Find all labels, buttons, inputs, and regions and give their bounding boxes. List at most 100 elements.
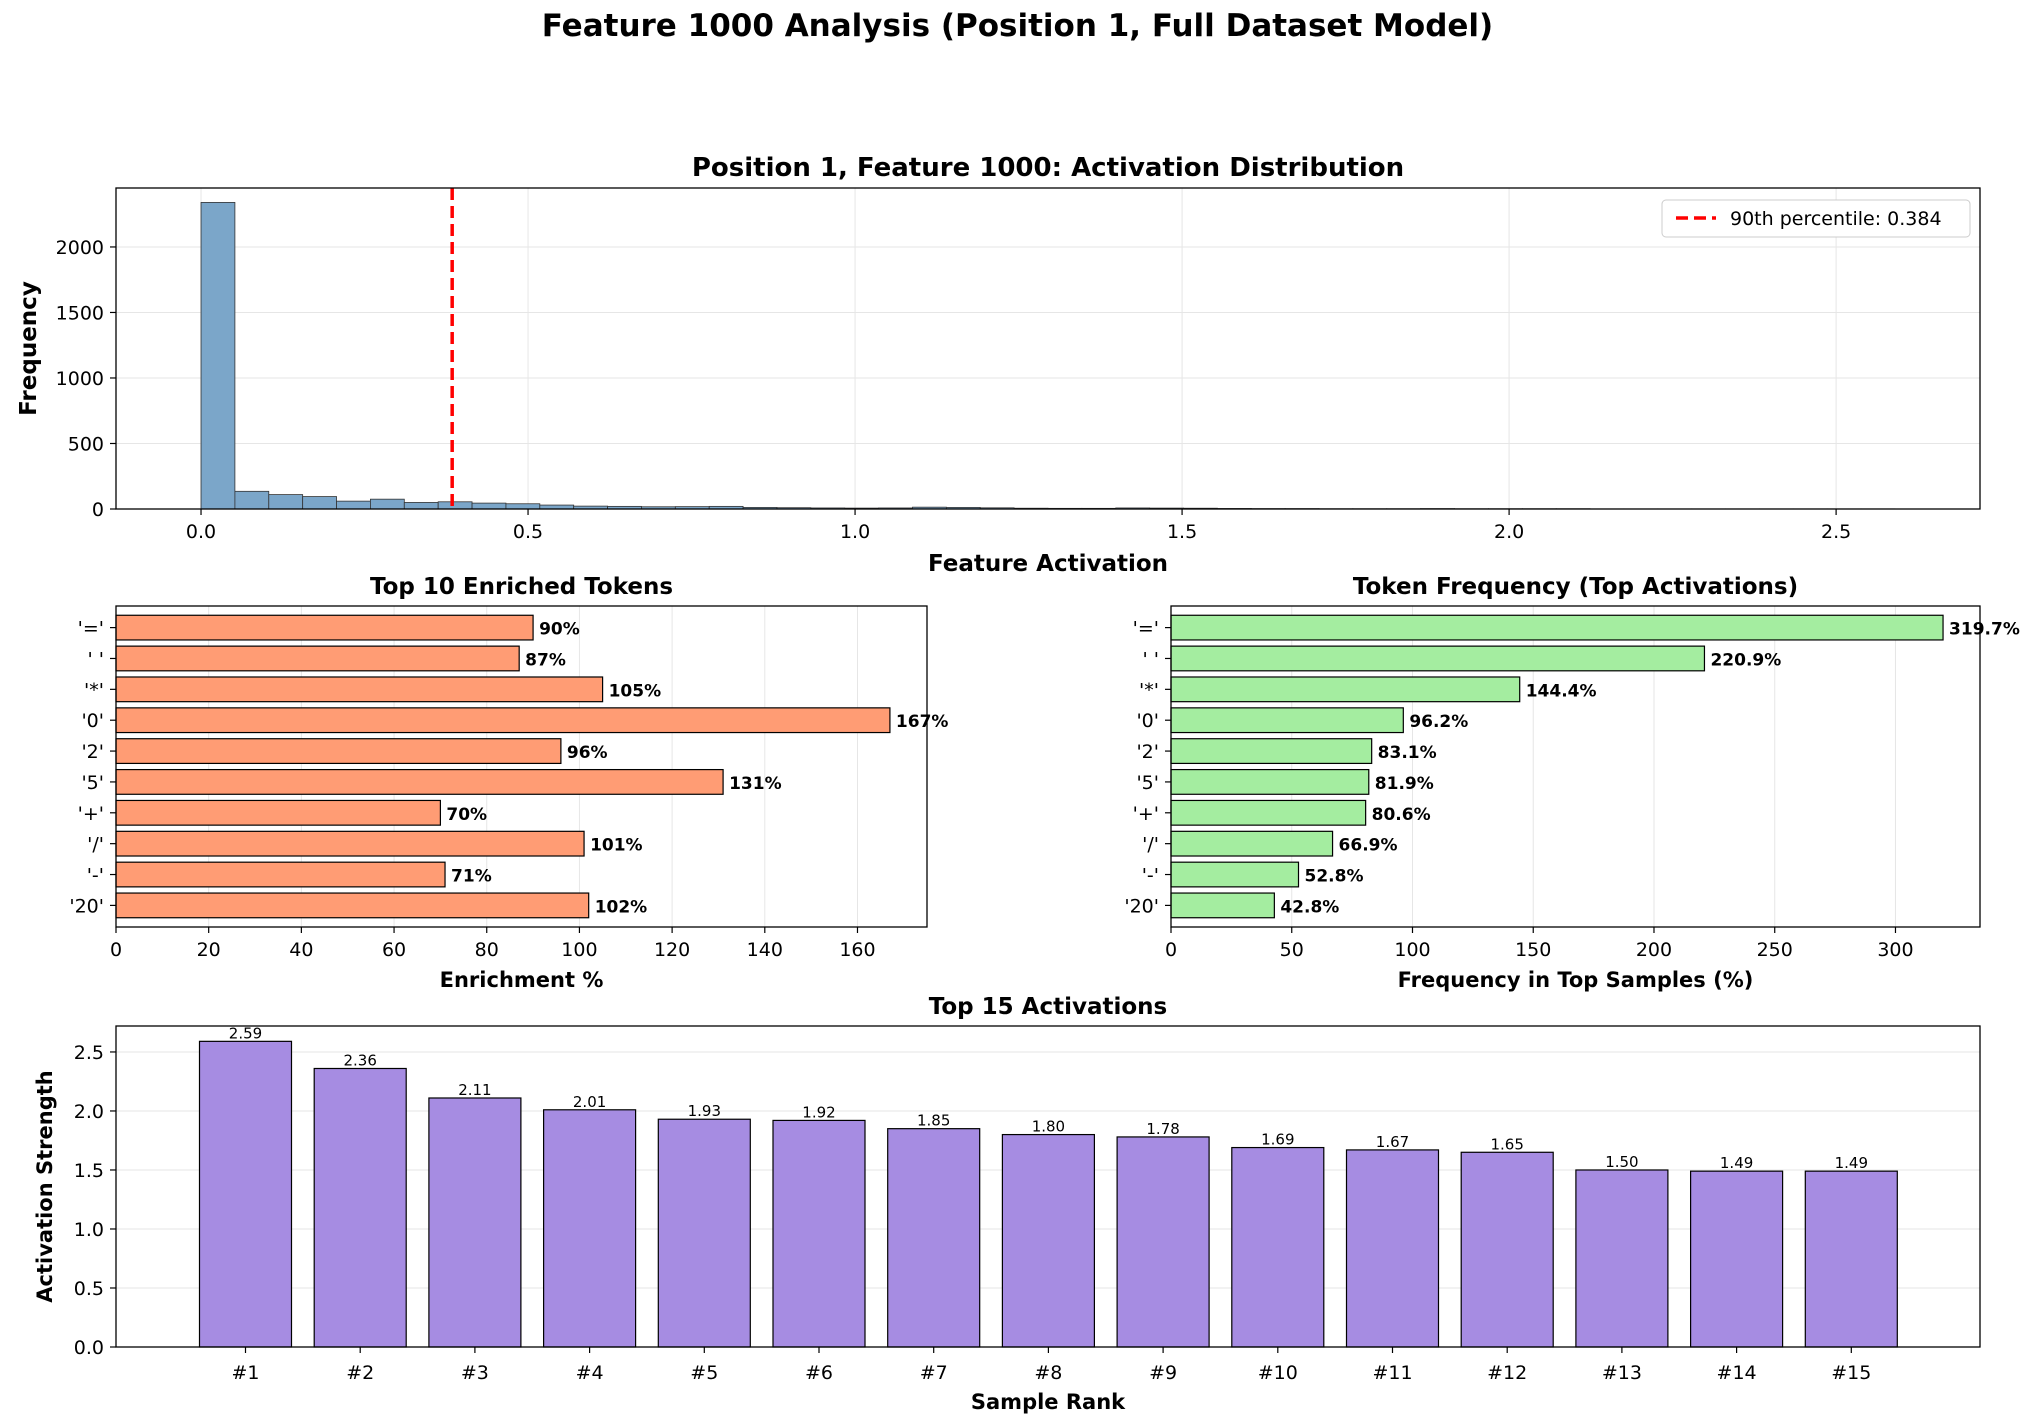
frequency-bar xyxy=(1170,799,1367,826)
frequency-value-label: 52.8% xyxy=(1305,867,1364,887)
enrichment-category-label: '/' xyxy=(87,834,104,856)
activation-x-tick-label: #11 xyxy=(1372,1362,1412,1384)
activation-x-tick-label: #7 xyxy=(920,1362,948,1384)
histogram-bar xyxy=(302,496,337,510)
histogram-bar xyxy=(471,502,507,510)
histogram-bar xyxy=(200,202,236,510)
histogram-y-tick-label: 500 xyxy=(68,433,104,455)
histogram-y-tick-label: 2000 xyxy=(56,237,104,259)
frequency-bar xyxy=(1170,707,1404,734)
enrichment-value-label: 87% xyxy=(525,650,566,670)
enrichment-bar xyxy=(115,861,446,888)
frequency-title: Token Frequency (Top Activations) xyxy=(1353,574,1798,600)
histogram-y-tick-label: 1000 xyxy=(56,368,104,390)
frequency-bar xyxy=(1170,645,1706,672)
activation-x-tick-label: #8 xyxy=(1034,1362,1062,1384)
frequency-category-label: '5' xyxy=(1136,772,1159,794)
activation-value-label: 1.49 xyxy=(1835,1154,1868,1172)
activation-bar xyxy=(1689,1170,1784,1348)
enrichment-bar xyxy=(115,676,604,703)
frequency-bar xyxy=(1170,861,1300,888)
frequency-value-label: 83.1% xyxy=(1378,743,1437,763)
enrichment-value-label: 101% xyxy=(590,836,643,856)
activation-bar xyxy=(1804,1170,1898,1348)
enrichment-category-label: '2' xyxy=(81,741,104,763)
activation-y-label: Activation Strength xyxy=(33,1070,57,1302)
enrichment-x-tick-label: 60 xyxy=(382,939,406,961)
activation-x-tick-label: #6 xyxy=(805,1362,833,1384)
activation-value-label: 1.92 xyxy=(802,1103,835,1121)
histogram-bar xyxy=(336,500,371,510)
activation-bar xyxy=(887,1128,981,1348)
enrichment-x-tick-label: 120 xyxy=(654,939,690,961)
activation-value-label: 2.01 xyxy=(573,1093,606,1111)
enrichment-title: Top 10 Enriched Tokens xyxy=(370,574,673,600)
enrichment-bar xyxy=(115,738,562,765)
enrichment-bar xyxy=(115,614,534,641)
frequency-category-label: '*' xyxy=(1139,679,1159,701)
enrichment-x-tick-label: 40 xyxy=(289,939,313,961)
frequency-bar xyxy=(1170,676,1521,703)
histogram-y-tick-label: 0 xyxy=(92,499,104,521)
enrichment-bar xyxy=(115,645,520,672)
frequency-x-tick-label: 100 xyxy=(1394,939,1430,961)
histogram-x-tick-label: 0.5 xyxy=(513,521,543,543)
histogram-x-tick-label: 1.0 xyxy=(840,521,870,543)
enrichment-category-label: '+' xyxy=(78,803,104,825)
frequency-category-label: '2' xyxy=(1136,741,1159,763)
activation-value-label: 1.50 xyxy=(1605,1153,1638,1171)
enrichment-category-label: '5' xyxy=(81,772,104,794)
activation-x-tick-label: #1 xyxy=(231,1362,259,1384)
activation-value-label: 1.78 xyxy=(1146,1120,1179,1138)
enrichment-x-label: Enrichment % xyxy=(440,968,604,992)
histogram-title: Position 1, Feature 1000: Activation Dis… xyxy=(692,153,1404,183)
activation-value-label: 1.69 xyxy=(1261,1131,1294,1149)
activation-value-label: 1.65 xyxy=(1490,1135,1523,1153)
enrichment-value-label: 167% xyxy=(896,712,949,732)
histogram-y-tick-label: 1500 xyxy=(56,302,104,324)
histogram-bar xyxy=(234,490,270,510)
histogram-bar xyxy=(403,502,439,510)
activation-y-tick-label: 2.5 xyxy=(74,1042,104,1064)
enrichment-category-label: '-' xyxy=(87,865,104,887)
histogram-bar xyxy=(370,498,405,510)
enrichment-bar xyxy=(115,830,585,857)
frequency-value-label: 66.9% xyxy=(1339,836,1398,856)
frequency-value-label: 144.4% xyxy=(1526,681,1597,701)
enrichment-category-label: '=' xyxy=(78,618,104,640)
histogram-x-tick-label: 1.5 xyxy=(1167,521,1197,543)
frequency-bar xyxy=(1170,614,1944,641)
activation-value-label: 1.80 xyxy=(1032,1118,1065,1136)
enrichment-category-label: '20' xyxy=(69,895,104,917)
activation-y-tick-label: 1.5 xyxy=(74,1160,104,1182)
frequency-category-label: '=' xyxy=(1133,618,1159,640)
frequency-value-label: 96.2% xyxy=(1409,712,1468,732)
activation-bar xyxy=(198,1040,293,1348)
frequency-x-tick-label: 150 xyxy=(1515,939,1551,961)
activation-x-tick-label: #9 xyxy=(1149,1362,1177,1384)
frequency-value-label: 81.9% xyxy=(1375,774,1434,794)
activation-x-tick-label: #4 xyxy=(576,1362,604,1384)
enrichment-value-label: 131% xyxy=(729,774,782,794)
activation-value-label: 2.59 xyxy=(229,1024,262,1042)
frequency-x-tick-label: 250 xyxy=(1757,939,1793,961)
activation-x-tick-label: #15 xyxy=(1831,1362,1871,1384)
frequency-bar xyxy=(1170,892,1275,919)
histogram-bar xyxy=(268,494,304,510)
frequency-x-tick-label: 300 xyxy=(1877,939,1913,961)
frequency-x-tick-label: 0 xyxy=(1165,939,1177,961)
frequency-bar xyxy=(1170,768,1370,795)
activation-title: Top 15 Activations xyxy=(929,994,1168,1020)
frequency-category-label: '/' xyxy=(1142,834,1159,856)
activation-x-tick-label: #5 xyxy=(690,1362,718,1384)
histogram-x-tick-label: 2.0 xyxy=(1494,521,1524,543)
figure-title: Feature 1000 Analysis (Position 1, Full … xyxy=(541,8,1494,44)
legend-box xyxy=(1661,199,1971,238)
frequency-value-label: 42.8% xyxy=(1280,897,1339,917)
enrichment-x-tick-label: 100 xyxy=(561,939,597,961)
enrichment-x-tick-label: 160 xyxy=(839,939,875,961)
activation-bar xyxy=(1116,1136,1210,1348)
activation-bar xyxy=(772,1119,866,1348)
enrichment-bar xyxy=(115,707,891,734)
histogram-y-label: Frequency xyxy=(16,281,42,416)
